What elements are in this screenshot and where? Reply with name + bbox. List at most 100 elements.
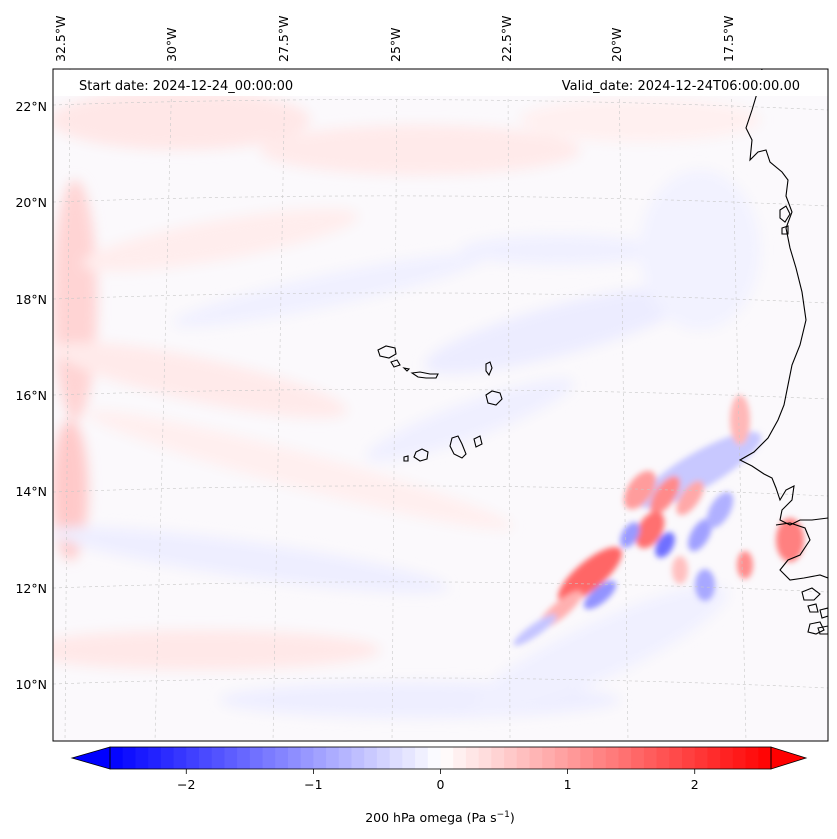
colorbar-cell bbox=[732, 747, 747, 769]
colorbar-label: 200 hPa omega (Pa s−1) bbox=[365, 810, 515, 825]
map-frame bbox=[52, 68, 829, 742]
colorbar-tick-label: −2 bbox=[177, 777, 195, 792]
valid-date-label: Valid_date: 2024-12-24T06:00:00.00 bbox=[562, 79, 800, 94]
colorbar-cell bbox=[148, 747, 162, 769]
colorbar-label-sup: −1 bbox=[497, 810, 510, 820]
lon-label-27-5w: 27.5°W bbox=[276, 16, 291, 62]
lat-label-22n: 22°N bbox=[15, 99, 47, 114]
lon-label-32-5w: 32.5°W bbox=[53, 16, 68, 62]
island-sao-vicente bbox=[390, 359, 401, 368]
colorbar-cell bbox=[618, 747, 632, 769]
lon-label-20w: 20°W bbox=[609, 27, 624, 62]
island-sao-nicolau bbox=[410, 371, 439, 379]
lat-label-10n: 10°N bbox=[15, 677, 47, 692]
island-maio bbox=[473, 435, 483, 448]
gridlines bbox=[53, 69, 828, 741]
colorbar-cell bbox=[376, 747, 391, 769]
colorbar-cell bbox=[593, 747, 607, 769]
colorbar-cell bbox=[669, 747, 683, 769]
lat-label-12n: 12°N bbox=[15, 581, 47, 596]
colorbar-tick-label: 2 bbox=[691, 777, 699, 792]
omega-field-broad bbox=[53, 90, 760, 718]
colorbar-cell bbox=[364, 747, 378, 769]
start-date-label: Start date: 2024-12-24_00:00:00 bbox=[79, 79, 293, 94]
lat-labels: 22°N 20°N 18°N 16°N 14°N 12°N 10°N bbox=[15, 99, 47, 692]
map-area[interactable]: Start date: 2024-12-24_00:00:00 Valid_da… bbox=[20, 69, 828, 741]
colorbar-cell bbox=[643, 747, 658, 769]
lat-label-20n: 20°N bbox=[15, 195, 47, 210]
colorbar-extend-min bbox=[70, 746, 111, 770]
colorbar-label-main: 200 hPa omega (Pa s bbox=[365, 810, 496, 825]
colorbar-cell bbox=[720, 747, 734, 769]
colorbar-cell bbox=[211, 747, 225, 769]
colorbar-cell bbox=[224, 747, 238, 769]
colorbar-cell bbox=[262, 747, 276, 769]
colorbar: −2 −1 0 1 2 200 hPa omega (Pa s−1) bbox=[70, 746, 808, 825]
lon-label-30w: 30°W bbox=[164, 27, 179, 62]
colorbar-cell bbox=[567, 747, 581, 769]
colorbar-cell bbox=[338, 747, 353, 769]
colorbar-cell bbox=[682, 747, 696, 769]
island-boa-vista bbox=[485, 390, 503, 406]
colorbar-cell bbox=[237, 747, 251, 769]
colorbar-cell bbox=[313, 747, 327, 769]
island-santo-antao bbox=[377, 345, 397, 359]
lat-label-14n: 14°N bbox=[15, 484, 47, 499]
colorbar-cell bbox=[542, 747, 556, 769]
colorbar-cell bbox=[122, 747, 137, 769]
colorbar-cell bbox=[389, 747, 403, 769]
lon-label-25w: 25°W bbox=[388, 27, 403, 62]
colorbar-cell bbox=[504, 747, 518, 769]
colorbar-cell bbox=[198, 747, 213, 769]
africa-coastline bbox=[738, 69, 828, 635]
lon-labels: 32.5°W 30°W 27.5°W 25°W 22.5°W 20°W 17.5… bbox=[53, 16, 736, 62]
colorbar-cell bbox=[529, 747, 543, 769]
colorbar-cell bbox=[707, 747, 721, 769]
colorbar-cell bbox=[491, 747, 505, 769]
colorbar-extend-max bbox=[770, 746, 808, 770]
colorbar-cell bbox=[656, 747, 670, 769]
island-santa-luzia bbox=[402, 367, 411, 372]
colorbar-cell bbox=[631, 747, 645, 769]
colorbar-cell bbox=[516, 747, 531, 769]
header-band bbox=[53, 70, 828, 96]
colorbar-cell bbox=[300, 747, 314, 769]
colorbar-cell bbox=[186, 747, 200, 769]
colorbar-cell bbox=[287, 747, 302, 769]
colorbar-cell bbox=[453, 747, 467, 769]
island-santiago bbox=[449, 435, 467, 459]
colorbar-cell bbox=[402, 747, 416, 769]
colorbar-cell bbox=[160, 747, 175, 769]
colorbar-cell bbox=[326, 747, 340, 769]
colorbar-label-close: ) bbox=[510, 810, 515, 825]
colorbar-cell bbox=[554, 747, 569, 769]
island-sal bbox=[485, 361, 493, 377]
island-fogo bbox=[413, 448, 429, 462]
colorbar-tick-label: −1 bbox=[304, 777, 322, 792]
colorbar-cell bbox=[110, 747, 124, 769]
colorbar-cell bbox=[415, 747, 429, 769]
colorbar-cell bbox=[275, 747, 289, 769]
colorbar-cell bbox=[351, 747, 365, 769]
colorbar-cell bbox=[440, 747, 454, 769]
colorbar-cell bbox=[605, 747, 620, 769]
colorbar-cell bbox=[694, 747, 709, 769]
colorbar-cell bbox=[173, 747, 187, 769]
colorbar-cell bbox=[745, 747, 759, 769]
lon-label-22-5w: 22.5°W bbox=[499, 16, 514, 62]
cape-verde-islands bbox=[377, 345, 503, 462]
colorbar-ticks: −2 −1 0 1 2 bbox=[177, 769, 699, 792]
colorbar-tick-label: 0 bbox=[437, 777, 445, 792]
colorbar-cell bbox=[478, 747, 492, 769]
colorbar-cell bbox=[249, 747, 264, 769]
lat-label-16n: 16°N bbox=[15, 388, 47, 403]
omega-field-active bbox=[513, 395, 804, 646]
colorbar-cell bbox=[580, 747, 594, 769]
lon-label-17-5w: 17.5°W bbox=[721, 16, 736, 62]
colorbar-cell bbox=[758, 747, 772, 769]
colorbar-cell bbox=[135, 747, 149, 769]
lat-label-18n: 18°N bbox=[15, 292, 47, 307]
colorbar-cells bbox=[110, 747, 772, 769]
island-brava bbox=[403, 455, 409, 462]
